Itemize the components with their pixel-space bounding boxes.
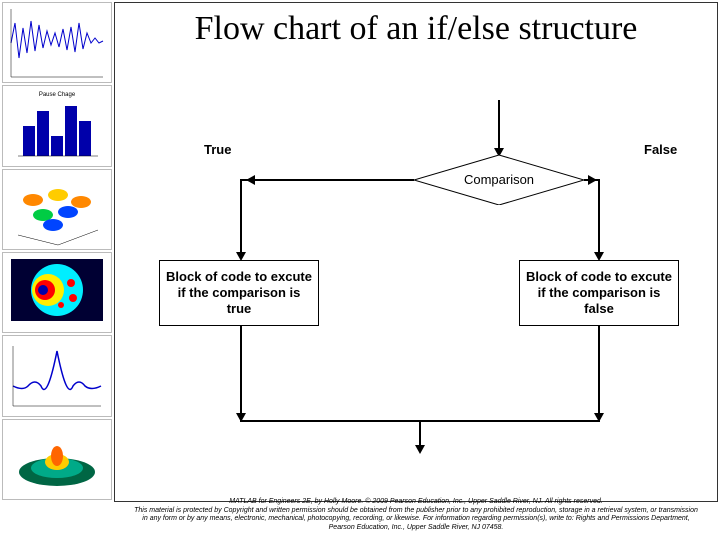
- thumb-lineplot: [2, 2, 112, 83]
- true-label: True: [204, 142, 231, 157]
- thumb-bar: Pause Chage: [2, 85, 112, 166]
- footer-line2: This material is protected by Copyright …: [134, 507, 698, 532]
- decision-diamond: Comparison: [414, 155, 584, 205]
- true-code-block: Block of code to excute if the compariso…: [159, 260, 319, 326]
- false-code-block: Block of code to excute if the compariso…: [519, 260, 679, 326]
- branch-left-h: [241, 179, 414, 181]
- false-label: False: [644, 142, 677, 157]
- flowchart-area: Comparison True False Block of code to e…: [114, 120, 718, 460]
- branch-left-v: [240, 179, 242, 255]
- slide-title: Flow chart of an if/else structure: [114, 10, 718, 47]
- thumbnail-sidebar: Pause Chage: [2, 2, 112, 502]
- merge-out-v: [419, 420, 421, 448]
- svg-text:Pause Chage: Pause Chage: [39, 92, 76, 98]
- thumb-fractal: [2, 252, 112, 333]
- thumb-sinc: [2, 335, 112, 416]
- footer-line1: MATLAB for Engineers 2E, by Holly Moore.…: [134, 498, 698, 506]
- diamond-label: Comparison: [414, 172, 584, 187]
- branch-right-v: [598, 179, 600, 255]
- branch-right-h-head: [588, 175, 597, 185]
- thumb-sombrero: [2, 419, 112, 500]
- thumb-surface3d: [2, 169, 112, 250]
- arrow-in-top: [498, 100, 500, 150]
- copyright-footer: MATLAB for Engineers 2E, by Holly Moore.…: [114, 498, 718, 532]
- false-out-v: [598, 326, 600, 416]
- true-out-v: [240, 326, 242, 416]
- merge-out-v-head: [415, 445, 425, 454]
- branch-left-h-head: [246, 175, 255, 185]
